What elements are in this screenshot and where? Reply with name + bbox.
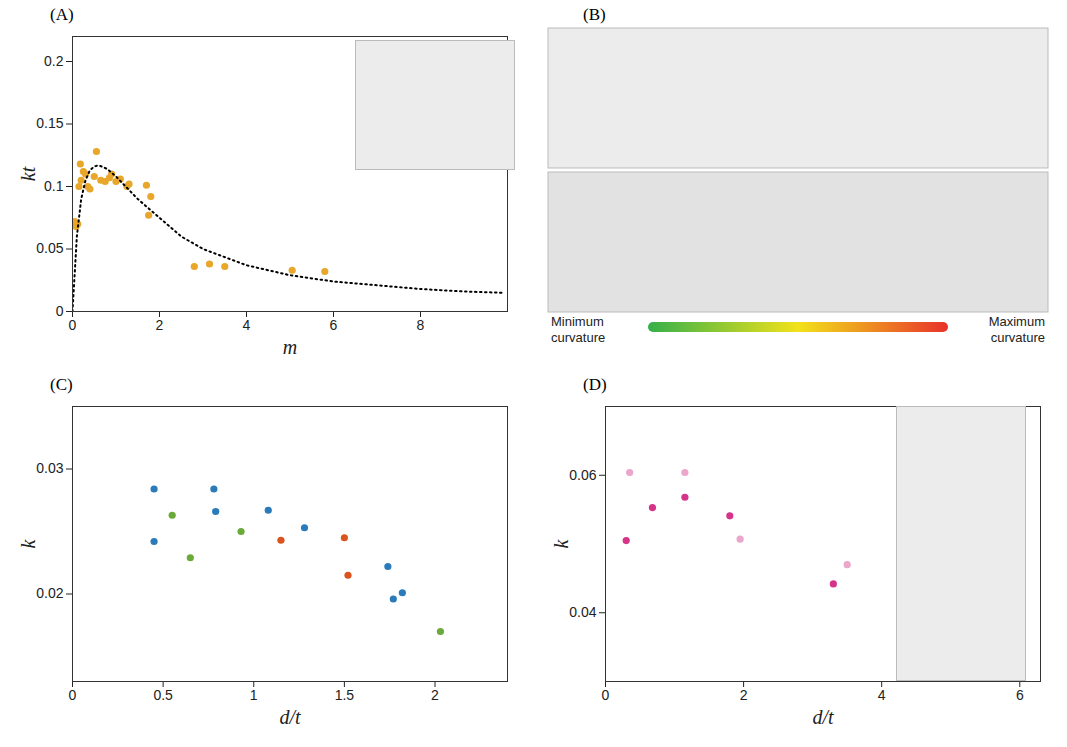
svg-text:0.1: 0.1 [44, 178, 64, 194]
svg-text:0.2: 0.2 [44, 53, 64, 69]
svg-text:Maximumcurvature: Maximumcurvature [989, 314, 1045, 345]
svg-text:m: m [283, 336, 297, 358]
svg-text:2: 2 [431, 687, 439, 703]
svg-text:0.15: 0.15 [36, 115, 63, 131]
svg-text:k: k [17, 538, 39, 548]
html-text:(C): (C) [50, 375, 73, 394]
svg-text:6: 6 [330, 317, 338, 333]
svg-text:0.06: 0.06 [569, 467, 596, 483]
svg-text:1.5: 1.5 [335, 687, 355, 703]
svg-text:kt: kt [17, 166, 39, 181]
svg-text:0.5: 0.5 [153, 687, 173, 703]
svg-text:d/t: d/t [279, 706, 301, 728]
svg-text:4: 4 [878, 687, 886, 703]
svg-text:0.03: 0.03 [36, 460, 63, 476]
svg-text:0: 0 [69, 687, 77, 703]
svg-text:2: 2 [156, 317, 164, 333]
svg-text:0.05: 0.05 [36, 240, 63, 256]
svg-text:6: 6 [1016, 687, 1024, 703]
svg-text:0.04: 0.04 [569, 604, 596, 620]
html-text:(B): (B) [583, 5, 606, 24]
svg-text:d/t: d/t [812, 706, 834, 728]
svg-text:0: 0 [56, 303, 64, 319]
svg-text:2: 2 [740, 687, 748, 703]
html-text:(D): (D) [583, 375, 607, 394]
svg-text:4: 4 [243, 317, 251, 333]
svg-text:Minimumcurvature: Minimumcurvature [551, 314, 605, 345]
html-text:(A): (A) [50, 5, 74, 24]
svg-text:k: k [550, 538, 572, 548]
svg-text:0: 0 [69, 317, 77, 333]
svg-text:1: 1 [250, 687, 258, 703]
svg-text:0: 0 [602, 687, 610, 703]
svg-text:0.02: 0.02 [36, 585, 63, 601]
svg-text:8: 8 [417, 317, 425, 333]
